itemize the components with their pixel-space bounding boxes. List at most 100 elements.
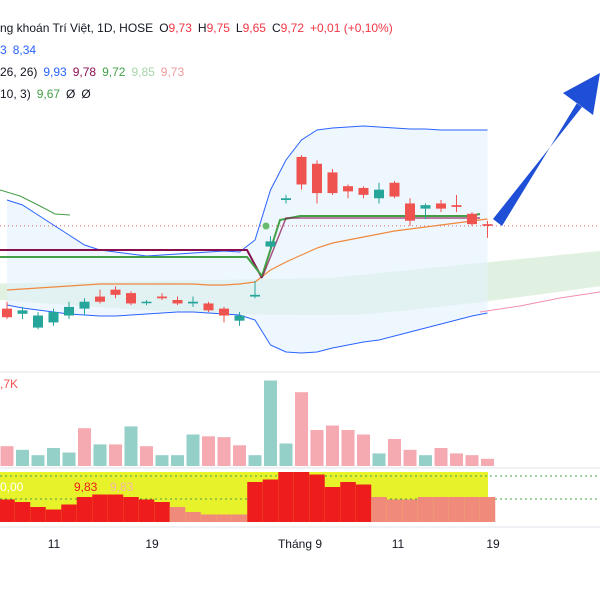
candle-body bbox=[296, 156, 307, 185]
ichimoku-v1: 9,93 bbox=[43, 65, 67, 79]
candle-body bbox=[172, 300, 183, 304]
oscillator-bar bbox=[371, 497, 387, 522]
candle-body bbox=[451, 205, 462, 207]
oscillator-bar bbox=[45, 509, 62, 522]
high-label: H bbox=[197, 21, 207, 35]
volume-bar bbox=[47, 448, 60, 466]
candle-body bbox=[234, 315, 245, 321]
change-value: +0,01 (+0,10%) bbox=[310, 21, 393, 35]
candle-body bbox=[405, 203, 415, 221]
candle-body bbox=[482, 224, 493, 226]
moving-average-line bbox=[6, 218, 488, 291]
candle-body bbox=[79, 301, 90, 309]
volume-bar bbox=[450, 453, 463, 466]
volume-bar bbox=[481, 458, 494, 466]
volume-bar bbox=[109, 444, 122, 466]
volume-bar bbox=[93, 444, 107, 466]
candle-body bbox=[420, 205, 431, 209]
bollinger-lower-line bbox=[6, 304, 488, 354]
oscillator-bar bbox=[293, 472, 310, 522]
candle-body bbox=[17, 310, 28, 314]
volume-bar bbox=[326, 425, 339, 466]
candle-body bbox=[358, 187, 369, 195]
oscillator-bar bbox=[417, 497, 434, 522]
close-value: 9,72 bbox=[280, 21, 304, 35]
open-label: O bbox=[159, 21, 169, 35]
oscillator-label: 9,83 bbox=[110, 480, 134, 494]
indicator-params: 10, 3) bbox=[0, 87, 31, 101]
x-tick-label: 19 bbox=[145, 537, 159, 551]
oscillator-label: 0,00 bbox=[0, 480, 24, 494]
candle-body bbox=[436, 203, 446, 209]
oscillator-bar bbox=[386, 499, 403, 522]
candle-body bbox=[250, 294, 260, 297]
ichimoku-v5: 9,73 bbox=[160, 65, 185, 79]
oscillator-bar bbox=[324, 487, 341, 522]
volume-bar bbox=[279, 443, 293, 466]
ichimoku-v3: 9,72 bbox=[102, 65, 126, 79]
volume-label: ,7K bbox=[0, 377, 18, 391]
candle-body bbox=[265, 241, 276, 247]
candle-body bbox=[467, 213, 477, 225]
volume-bar bbox=[388, 439, 401, 466]
x-tick-label: 19 bbox=[486, 537, 500, 551]
oscillator-bar bbox=[448, 497, 465, 522]
oscillator-bar bbox=[340, 482, 356, 522]
x-tick-label: 11 bbox=[392, 537, 405, 551]
oscillator-bar bbox=[76, 497, 93, 522]
oscillator-bar bbox=[200, 514, 217, 522]
oscillator-bar bbox=[355, 484, 372, 522]
volume-bar bbox=[233, 445, 246, 466]
oscillator-bar bbox=[61, 504, 77, 522]
ichimoku-legend: 26, 26) 9,93 9,78 9,72 9,85 9,73 bbox=[0, 64, 190, 80]
candle-body bbox=[64, 306, 74, 316]
candle-body bbox=[312, 163, 322, 194]
high-value: 9,75 bbox=[206, 21, 230, 35]
oscillator-bar bbox=[185, 512, 201, 522]
indicator-v3: Ø bbox=[81, 87, 91, 101]
candle-body bbox=[95, 296, 105, 302]
oscillator-bar bbox=[138, 499, 155, 522]
symbol-legend: ng khoán Trí Việt, 1D, HOSE O9,73 H9,75 L9,… bbox=[0, 20, 399, 36]
low-label: L bbox=[235, 21, 243, 35]
volume-bar bbox=[357, 434, 370, 466]
volume-bar bbox=[419, 455, 432, 466]
volume-bar bbox=[186, 434, 200, 466]
oscillator-bar bbox=[262, 479, 279, 522]
bollinger-upper-line bbox=[6, 125, 488, 257]
candle-body bbox=[2, 308, 12, 318]
oscillator-bar bbox=[92, 494, 108, 522]
close-label: C bbox=[271, 21, 281, 35]
candle-body bbox=[389, 182, 400, 197]
candle-body bbox=[126, 293, 136, 304]
x-tick-label: Tháng 9 bbox=[278, 537, 322, 551]
volume-bar bbox=[31, 455, 45, 466]
volume-bar bbox=[171, 455, 184, 466]
candle-body bbox=[141, 301, 152, 304]
open-value: 9,73 bbox=[168, 21, 192, 35]
oscillator-bar bbox=[309, 474, 325, 522]
x-tick-label: 11 bbox=[48, 537, 61, 551]
ichimoku-params: 26, 26) bbox=[0, 65, 38, 79]
candle-body bbox=[33, 315, 43, 328]
oscillator-bar bbox=[107, 494, 124, 522]
ma-legend: 3 8,34 bbox=[0, 42, 42, 58]
volume-bar bbox=[403, 449, 417, 466]
volume-bar bbox=[124, 426, 138, 466]
ma-legend-b: 8,34 bbox=[12, 43, 37, 57]
oscillator-bar bbox=[479, 497, 496, 522]
candle-body bbox=[219, 308, 229, 316]
volume-bar bbox=[341, 430, 355, 466]
oscillator-bar bbox=[402, 499, 418, 522]
candle-body bbox=[157, 296, 167, 299]
oscillator-bar bbox=[231, 514, 248, 522]
ichimoku-v2: 9,78 bbox=[72, 65, 97, 79]
oscillator-bar bbox=[169, 507, 186, 522]
volume-bar bbox=[155, 455, 169, 466]
candle-body bbox=[203, 303, 214, 311]
lagging-span-line bbox=[0, 189, 71, 216]
volume-bar bbox=[248, 455, 262, 466]
volume-bar bbox=[295, 392, 308, 466]
oscillator-bar bbox=[14, 502, 31, 522]
